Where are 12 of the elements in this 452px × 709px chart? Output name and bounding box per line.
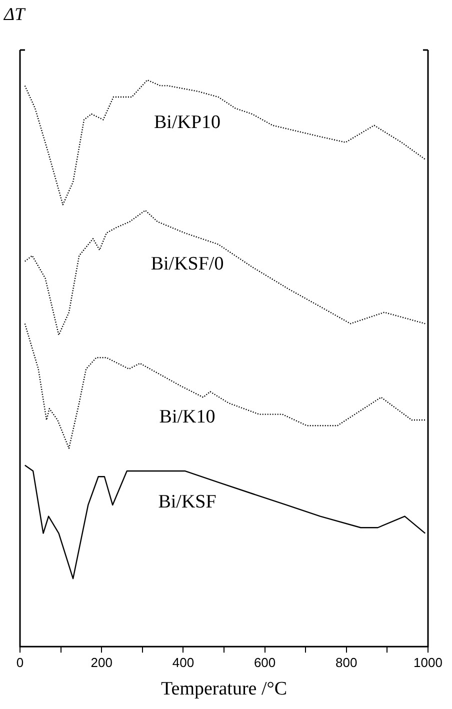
x-tick-label: 200 (90, 654, 112, 670)
series-label: Bi/K10 (159, 406, 216, 428)
x-tick-label: 400 (172, 654, 194, 670)
x-tick-label: 800 (336, 654, 358, 670)
x-axis-title: Temperature /°C (160, 678, 288, 700)
x-tick-label: 600 (254, 654, 276, 670)
series-label: Bi/KP10 (154, 112, 221, 133)
y-axis-title: ΔT (4, 4, 25, 25)
series-label: Bi/KSF (158, 491, 216, 512)
x-tick-label: 1000 (414, 654, 442, 670)
x-tick-label: 0 (16, 654, 24, 670)
series-label: Bi/KSF/0 (150, 253, 224, 274)
